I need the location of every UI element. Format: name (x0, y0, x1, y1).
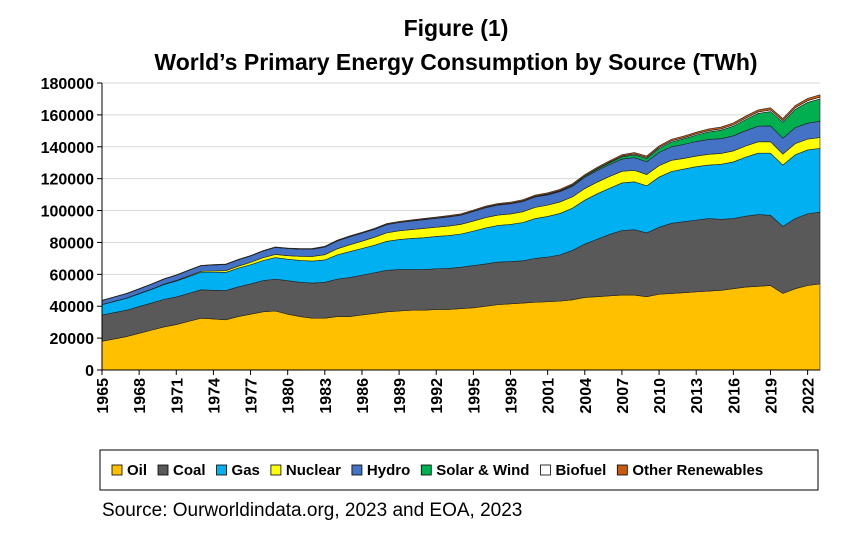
y-tick-label: 0 (85, 363, 94, 380)
legend-solar-wind-swatch (420, 464, 432, 476)
y-tick-label: 40000 (50, 299, 95, 316)
x-tick-label: 2013 (689, 378, 706, 414)
x-tick-label: 1998 (504, 378, 521, 414)
legend-solar-wind-label: Solar & Wind (436, 462, 529, 479)
y-tick-label: 100000 (41, 204, 94, 221)
x-tick-label: 2016 (726, 378, 743, 414)
x-tick-label: 1968 (132, 378, 149, 414)
legend-hydro-swatch (351, 464, 363, 476)
legend-biofuel-label: Biofuel (555, 462, 606, 479)
x-tick-label: 1995 (466, 378, 483, 414)
x-tick-label: 1974 (206, 378, 223, 414)
x-tick-label: 1965 (95, 378, 112, 414)
legend-coal-label: Coal (173, 462, 206, 479)
x-tick-label: 2004 (578, 378, 595, 414)
legend-nuclear-swatch (270, 464, 282, 476)
axes (101, 83, 820, 371)
legend-nuclear-label: Nuclear (286, 462, 341, 479)
x-tick-label: 2022 (801, 378, 818, 414)
y-tick-label: 20000 (50, 331, 95, 348)
chart-title: World’s Primary Energy Consumption by So… (154, 49, 757, 75)
legend-gas-swatch (216, 464, 227, 476)
x-tick-label: 1980 (281, 378, 298, 414)
y-tick-label: 80000 (50, 235, 95, 252)
x-tick-label: 1977 (244, 378, 261, 414)
legend-other-renewables-swatch (616, 464, 628, 476)
y-tick-label: 120000 (41, 172, 94, 189)
legend-gas-label: Gas (232, 462, 260, 479)
x-tick-label: 2010 (652, 378, 669, 414)
y-tick-label: 160000 (41, 108, 94, 125)
legend-oil-swatch (111, 464, 123, 476)
x-tick-label: 2001 (541, 378, 558, 414)
y-tick-label: 60000 (50, 267, 95, 284)
y-tick-label: 140000 (41, 140, 94, 157)
x-tick-label: 1986 (355, 378, 372, 414)
x-tick-label: 1971 (169, 378, 186, 414)
x-axis-ticks: 1965 1968 1971 1974 1977 1980 1983 1986 1989 1992… (95, 370, 818, 414)
x-tick-label: 2007 (615, 378, 632, 414)
legend-hydro-label: Hydro (367, 462, 410, 479)
area-other-renewables (101, 94, 821, 301)
x-tick-label: 1989 (392, 378, 409, 414)
legend-biofuel-swatch (540, 464, 551, 476)
figure-number: Figure (1) (404, 15, 509, 41)
x-tick-label: 1983 (318, 378, 335, 414)
y-tick-label: 180000 (41, 76, 94, 93)
legend-oil-label: Oil (127, 462, 147, 479)
y-axis-ticks: 0 20000 40000 60000 80000 100000 120000 140000 1… (41, 76, 102, 380)
x-tick-label: 2019 (763, 378, 780, 414)
x-tick-label: 1992 (429, 378, 446, 414)
legend-coal-swatch (157, 464, 169, 476)
stacked-areas (101, 94, 821, 371)
legend-box (99, 449, 819, 491)
legend-other-renewables-label: Other Renewables (632, 462, 763, 479)
source-note: Source: Ourworldindata.org, 2023 and EOA… (102, 500, 522, 521)
legend: Oil Coal Gas Nuclear Hydro Solar & Wind Biofue… (111, 462, 763, 479)
